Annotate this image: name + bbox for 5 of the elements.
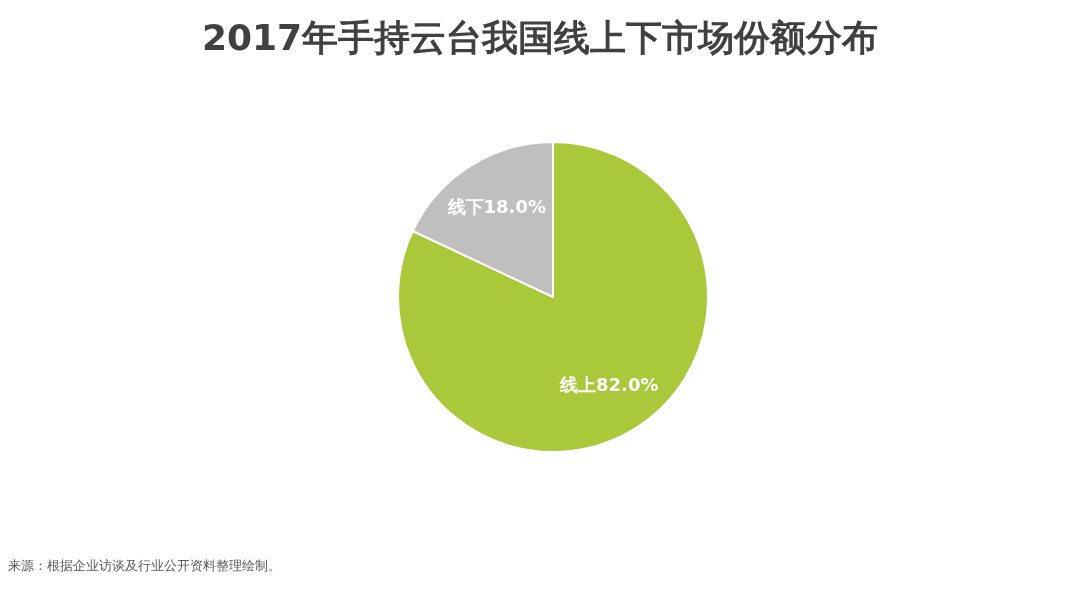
slice-label: 线上82.0%: [559, 373, 659, 395]
source-note: 来源：根据企业访谈及行业公开资料整理绘制。: [8, 558, 281, 573]
pie-slice: [397, 141, 709, 453]
chart-title: 2017年手持云台我国线上下市场份额分布: [201, 17, 879, 58]
slice-label: 线下18.0%: [446, 196, 546, 218]
